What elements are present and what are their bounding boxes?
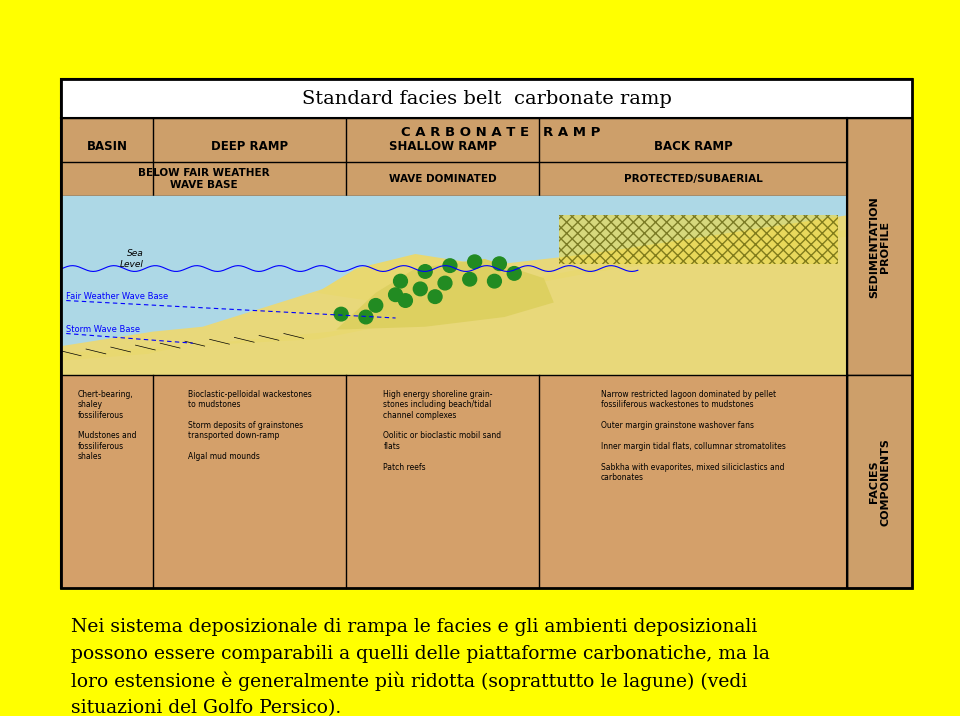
Bar (61, 118, 848, 162)
Text: Fair Weather Wave Base: Fair Weather Wave Base (66, 292, 169, 301)
Text: DEEP RAMP: DEEP RAMP (211, 140, 288, 153)
Bar (61, 375, 848, 589)
Circle shape (359, 310, 372, 324)
Circle shape (488, 274, 501, 288)
Text: possono essere comparabili a quelli delle piattaforme carbonatiche, ma la: possono essere comparabili a quelli dell… (71, 644, 770, 663)
Circle shape (369, 299, 383, 312)
Text: Standard facies belt  carbonate ramp: Standard facies belt carbonate ramp (301, 90, 671, 108)
Polygon shape (61, 216, 848, 375)
Text: situazioni del Golfo Persico).: situazioni del Golfo Persico). (71, 699, 342, 716)
Bar (61, 79, 912, 118)
Circle shape (468, 255, 482, 268)
Circle shape (438, 276, 452, 290)
Polygon shape (61, 236, 848, 375)
Text: C A R B O N A T E   R A M P: C A R B O N A T E R A M P (400, 126, 600, 139)
Bar (61, 196, 848, 375)
Circle shape (507, 266, 521, 280)
Circle shape (389, 288, 402, 301)
Bar (61, 79, 912, 589)
Polygon shape (61, 196, 848, 274)
Polygon shape (317, 254, 524, 312)
Text: Storm Wave Base: Storm Wave Base (66, 325, 140, 334)
Text: High energy shoreline grain-
stones including beach/tidal
channel complexes

Ool: High energy shoreline grain- stones incl… (383, 390, 501, 472)
Circle shape (492, 257, 506, 271)
Text: SEDIMENTATION
PROFILE: SEDIMENTATION PROFILE (869, 196, 891, 298)
Bar (848, 118, 912, 375)
Polygon shape (336, 259, 554, 329)
Circle shape (334, 307, 348, 321)
Polygon shape (61, 239, 848, 375)
Text: PROTECTED/SUBAERIAL: PROTECTED/SUBAERIAL (624, 174, 762, 184)
Circle shape (394, 274, 407, 288)
Text: Narrow restricted lagoon dominated by pellet
fossiliferous wackestones to mudsto: Narrow restricted lagoon dominated by pe… (601, 390, 785, 482)
Bar (61, 196, 848, 375)
Bar (559, 216, 837, 263)
Text: FACIES
COMPONENTS: FACIES COMPONENTS (869, 438, 891, 526)
Circle shape (414, 282, 427, 296)
Circle shape (463, 272, 477, 286)
Bar (61, 79, 912, 589)
Text: Sea
Level: Sea Level (119, 249, 143, 268)
Text: WAVE DOMINATED: WAVE DOMINATED (389, 174, 496, 184)
Text: BELOW FAIR WEATHER
WAVE BASE: BELOW FAIR WEATHER WAVE BASE (138, 168, 270, 190)
Bar (61, 162, 848, 196)
Text: BACK RAMP: BACK RAMP (654, 140, 732, 153)
Circle shape (398, 294, 413, 307)
Circle shape (419, 265, 432, 279)
Circle shape (428, 290, 442, 304)
Text: BASIN: BASIN (86, 140, 128, 153)
Text: Chert-bearing,
shaley
fossiliferous

Mudstones and
fossiliferous
shales: Chert-bearing, shaley fossiliferous Muds… (78, 390, 136, 461)
Polygon shape (61, 230, 848, 370)
Text: Nei sistema deposizionale di rampa le facies e gli ambienti deposizionali: Nei sistema deposizionale di rampa le fa… (71, 618, 757, 636)
Text: loro estensione è generalmente più ridotta (soprattutto le lagune) (vedi: loro estensione è generalmente più ridot… (71, 672, 748, 692)
Circle shape (443, 259, 457, 272)
Bar (848, 375, 912, 589)
Bar (61, 196, 848, 375)
Text: SHALLOW RAMP: SHALLOW RAMP (389, 140, 496, 153)
Text: Bioclastic-pelloidal wackestones
to mudstones

Storm deposits of grainstones
tra: Bioclastic-pelloidal wackestones to muds… (188, 390, 312, 461)
